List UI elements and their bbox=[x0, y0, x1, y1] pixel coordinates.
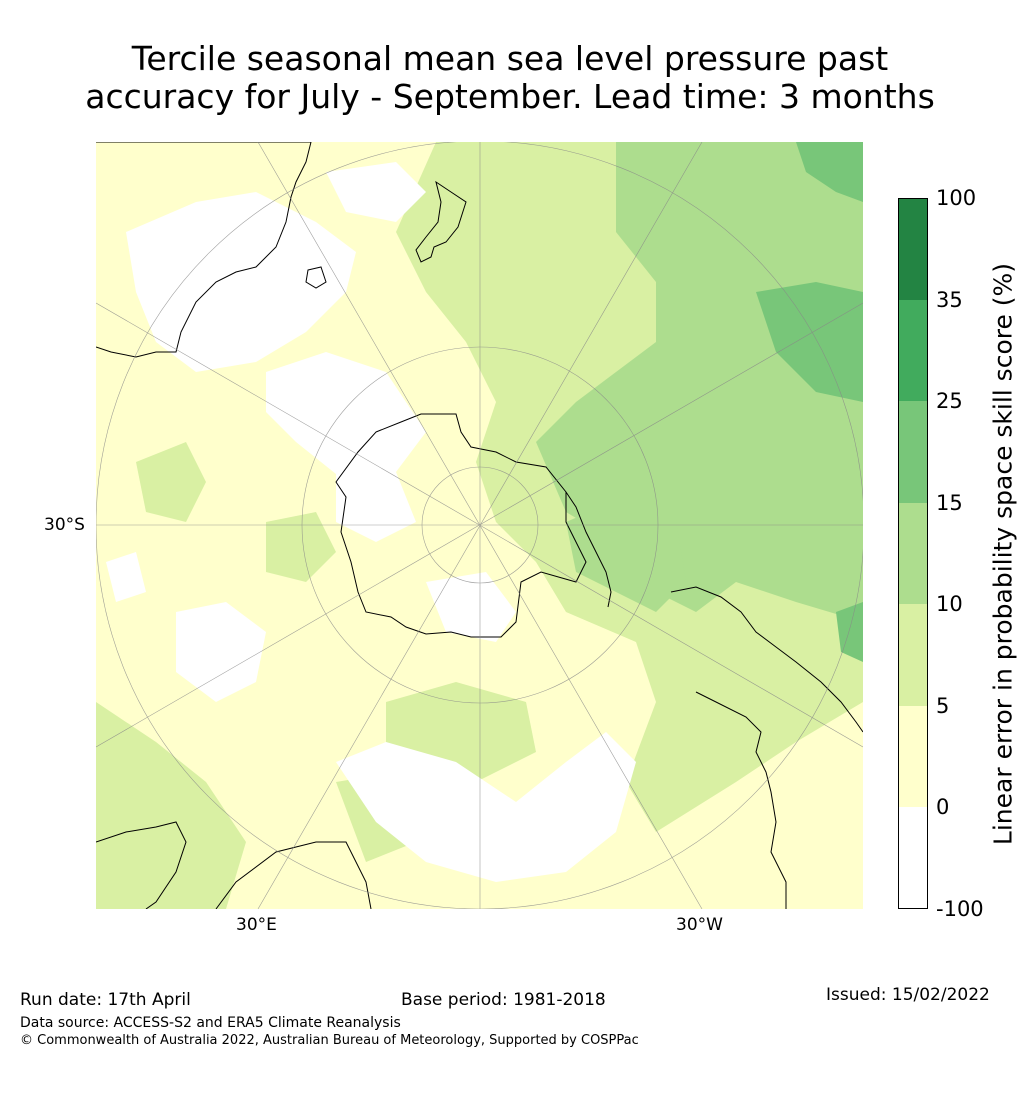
colorbar-band-25 bbox=[898, 401, 928, 503]
antarctica-coastline bbox=[335, 413, 587, 638]
colorbar bbox=[898, 198, 928, 909]
colorbar-tick-0: 0 bbox=[936, 795, 950, 819]
colorbar-tick-100: 100 bbox=[936, 186, 977, 210]
region-5-10-west bbox=[136, 442, 206, 522]
colorbar-label: Linear error in probability space skill … bbox=[988, 262, 1018, 846]
colorbar-band-35 bbox=[898, 300, 928, 401]
base-period: Base period: 1981-2018 bbox=[401, 990, 606, 1010]
colorbar-tick-25: 25 bbox=[936, 389, 963, 413]
run-date: Run date: 17th April bbox=[20, 990, 191, 1010]
colorbar-tick-5: 5 bbox=[936, 694, 950, 718]
region-15-25-ne bbox=[796, 142, 863, 202]
region-15-25-se bbox=[836, 602, 863, 662]
region-neg-antarctica-south bbox=[426, 572, 516, 642]
region-10-15-mid bbox=[566, 492, 686, 612]
colorbar-tick-minus-100: -100 bbox=[936, 897, 984, 921]
south-america-coastline bbox=[670, 586, 863, 909]
region-neg-south bbox=[336, 732, 636, 882]
region-5-10-southwest bbox=[96, 702, 246, 909]
colorbar-band-5 bbox=[898, 706, 928, 807]
colorbar-band-100 bbox=[898, 198, 928, 300]
region-neg-antarctica-west bbox=[336, 462, 416, 542]
region-neg-w bbox=[266, 352, 426, 482]
colorbar-tick-35: 35 bbox=[936, 288, 963, 312]
region-neg-w2 bbox=[106, 552, 146, 602]
chart-title: Tercile seasonal mean sea level pressure… bbox=[0, 40, 1020, 116]
graticule bbox=[96, 142, 863, 909]
colorbar-tick-15: 15 bbox=[936, 491, 963, 515]
new-zealand-coastline bbox=[415, 180, 467, 263]
antarctic-peninsula bbox=[565, 491, 612, 608]
region-5-10-indian bbox=[266, 512, 336, 582]
issued-date: Issued: 15/02/2022 bbox=[826, 985, 990, 1005]
region-10-15-drake bbox=[576, 452, 626, 522]
colorbar-band-0 bbox=[898, 807, 928, 909]
region-neg-sw bbox=[176, 602, 266, 702]
colorbar-tick-10: 10 bbox=[936, 592, 963, 616]
tasmania-coastline bbox=[305, 266, 327, 289]
title-line-1: Tercile seasonal mean sea level pressure… bbox=[131, 39, 889, 78]
region-neg-nw2 bbox=[326, 162, 426, 222]
colorbar-band-15 bbox=[898, 503, 928, 604]
title-line-2: accuracy for July - September. Lead time… bbox=[85, 77, 935, 116]
colorbar-band-10 bbox=[898, 604, 928, 706]
lat-label-30s: 30°S bbox=[44, 515, 85, 535]
region-15-25-e bbox=[756, 282, 863, 402]
australia-coastline bbox=[96, 142, 312, 358]
africa-coastline bbox=[96, 821, 372, 909]
lon-label-30e: 30°E bbox=[236, 915, 277, 935]
lon-label-30w: 30°W bbox=[676, 915, 723, 935]
data-source: Data source: ACCESS-S2 and ERA5 Climate … bbox=[20, 1015, 401, 1031]
skill-score-map bbox=[96, 142, 863, 909]
copyright: © Commonwealth of Australia 2022, Austra… bbox=[20, 1033, 639, 1048]
